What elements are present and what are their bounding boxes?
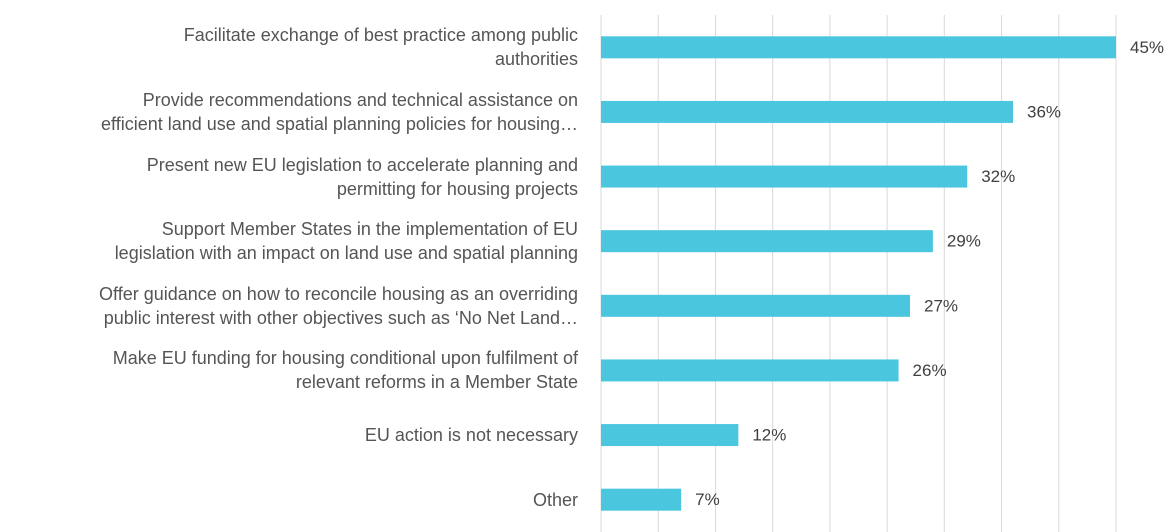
category-label: Offer guidance on how to reconcile housi…	[99, 283, 578, 328]
bar	[601, 36, 1116, 59]
category-label: Facilitate exchange of best practice amo…	[183, 25, 578, 70]
category-label: Provide recommendations and technical as…	[101, 89, 578, 134]
data-label: 32%	[981, 167, 1015, 186]
data-label: 27%	[924, 296, 958, 315]
bar	[601, 359, 899, 382]
data-label: 36%	[1027, 102, 1061, 121]
bar	[601, 165, 968, 188]
bar	[601, 424, 739, 447]
data-label: 29%	[947, 232, 981, 251]
bar	[601, 488, 682, 511]
data-label: 45%	[1130, 38, 1164, 57]
data-label: 12%	[752, 426, 786, 445]
category-label: Support Member States in the implementat…	[114, 219, 578, 264]
bar	[601, 294, 910, 317]
bar	[601, 100, 1013, 123]
category-label: Make EU funding for housing conditional …	[112, 348, 578, 393]
category-label: Other	[532, 489, 578, 510]
category-label: Present new EU legislation to accelerate…	[146, 154, 578, 199]
bar	[601, 230, 933, 253]
data-label: 7%	[695, 490, 720, 509]
category-label: EU action is not necessary	[364, 425, 578, 446]
data-label: 26%	[913, 361, 947, 380]
